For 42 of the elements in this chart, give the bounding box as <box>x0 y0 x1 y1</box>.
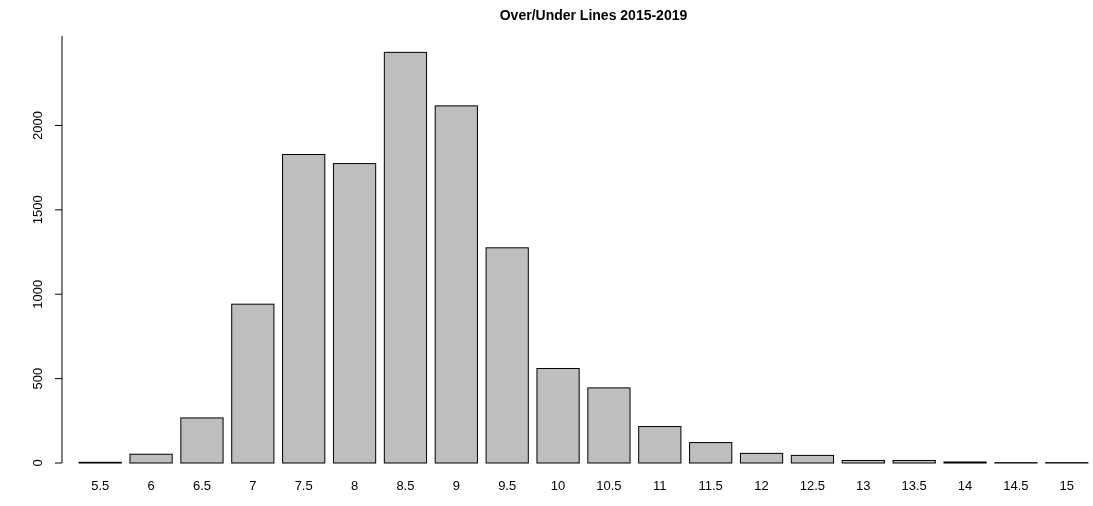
y-tick-label: 0 <box>30 459 45 467</box>
y-tick-label: 1500 <box>30 195 45 225</box>
x-tick-label: 9.5 <box>498 478 517 493</box>
bar <box>536 367 580 464</box>
x-tick-label: 12.5 <box>799 478 826 493</box>
x-tick-label: 7 <box>249 478 257 493</box>
x-tick-label: 11 <box>653 478 667 493</box>
y-tick-label: 500 <box>30 367 45 390</box>
bar <box>892 459 936 464</box>
bar <box>180 417 224 464</box>
x-tick-label: 13.5 <box>901 478 927 493</box>
bar <box>485 247 529 464</box>
bar <box>587 387 631 464</box>
x-tick-label: 14.5 <box>1003 478 1029 493</box>
bar <box>434 105 478 464</box>
x-tick-label: 7.5 <box>294 478 313 493</box>
bar <box>739 452 784 464</box>
bar <box>129 453 173 464</box>
bar <box>689 442 733 464</box>
bar <box>332 163 377 464</box>
y-tick-label: 1000 <box>30 279 45 309</box>
bar <box>790 454 835 464</box>
chart-title: Over/Under Lines 2015-2019 <box>499 7 688 23</box>
x-tick-label: 10 <box>550 478 566 493</box>
bar <box>282 153 326 464</box>
bar <box>638 426 682 464</box>
bar <box>841 459 885 464</box>
bar <box>383 51 428 464</box>
x-tick-label: 11.5 <box>698 478 723 493</box>
x-tick-label: 13 <box>856 478 871 493</box>
x-tick-label: 6 <box>147 478 155 493</box>
x-tick-label: 14 <box>957 478 973 493</box>
x-tick-label: 6.5 <box>192 478 211 493</box>
x-tick-label: 15 <box>1059 478 1075 493</box>
x-tick-label: 8.5 <box>396 478 415 493</box>
x-tick-label: 12 <box>754 478 769 493</box>
x-tick-label: 9 <box>452 478 460 493</box>
y-tick-label: 2000 <box>30 110 45 140</box>
x-tick-label: 8 <box>350 478 359 493</box>
x-tick-label: 10.5 <box>596 478 622 493</box>
x-tick-label: 5.5 <box>91 478 110 493</box>
bar <box>231 303 275 464</box>
